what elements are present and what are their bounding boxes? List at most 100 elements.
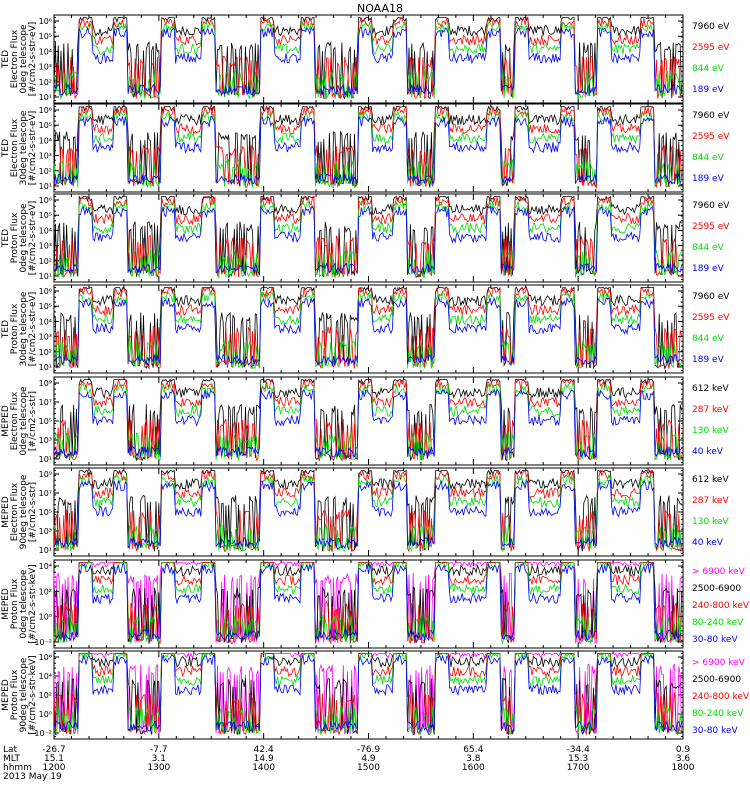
series-trace-4 <box>53 296 682 366</box>
series-trace-3 <box>53 110 682 189</box>
legend-entry: 189 eV <box>692 264 725 274</box>
panel-7: 10⁻² 10⁰ 10² 10⁴ MEPED Proton Flux 0deg telesc… <box>1 559 750 649</box>
footer-row-label: hhmm <box>3 763 32 773</box>
legend-entry: 2595 eV <box>692 43 730 53</box>
legend-entry: 2595 eV <box>692 313 730 323</box>
y-tick-label: 10¹ <box>39 546 52 555</box>
y-axis-label-line: [#/cm2-s-str-keV] <box>28 655 38 734</box>
y-axis-label-line: MEPED <box>1 496 11 528</box>
y-tick-label: 10¹ <box>39 272 52 281</box>
y-tick-label: 10² <box>39 78 52 87</box>
y-axis-label-line: Proton Flux <box>10 669 20 720</box>
footer-value: 15.3 <box>568 754 588 764</box>
y-tick-label: 10⁶ <box>39 287 52 296</box>
footer-value: 42.4 <box>254 745 274 755</box>
y-tick-label: 10⁵ <box>39 302 52 311</box>
legend-entry: 2500-6900 <box>692 675 741 685</box>
y-axis-label-line: [#/cm2-s-str-eV] <box>28 292 38 367</box>
panel-8: 10⁻² 10⁰ 10² 10⁴ 10⁶ MEPED Proton Flux 90deg te… <box>1 650 750 740</box>
y-tick-label: 10¹ <box>39 182 52 191</box>
chart-title: NOAA18 <box>357 2 403 15</box>
footer-value: 3.1 <box>152 754 166 764</box>
y-axis-label-line: [#/cm2-s-str-eV] <box>28 111 38 186</box>
y-tick-label: 10⁰ <box>39 710 52 719</box>
y-axis-label-line: 0deg telescope <box>19 569 29 639</box>
series-trace-3 <box>53 473 682 553</box>
legend-entry: > 6900 keV <box>692 658 746 668</box>
panel-4: 10¹ 10² 10³ 10⁴ 10⁵ 10⁶ TED Proton Flux 30deg te… <box>1 284 730 374</box>
series-trace-5 <box>53 562 682 642</box>
y-axis-label-line: 0deg telescope <box>19 24 29 94</box>
legend-entry: 189 eV <box>692 85 725 95</box>
y-tick-label: 10² <box>39 348 52 357</box>
y-tick-label: 10⁻² <box>34 638 52 647</box>
series-trace-4 <box>53 205 682 276</box>
y-tick-label: 10⁰ <box>39 613 52 622</box>
series-trace-4 <box>53 26 682 97</box>
legend-entry: 240-800 keV <box>692 692 750 702</box>
y-tick-label: 10³ <box>39 333 52 342</box>
legend-entry: 30-80 keV <box>692 726 738 736</box>
footer-value: 3.8 <box>466 754 481 764</box>
y-axis-label-line: TED <box>1 139 11 158</box>
legend-entry: 612 keV <box>692 475 729 485</box>
legend-entry: 189 eV <box>692 174 725 184</box>
y-tick-label: 10⁶ <box>39 17 52 26</box>
y-tick-label: 10² <box>39 257 52 266</box>
footer-row-label: MLT <box>3 754 21 764</box>
y-tick-label: 10³ <box>39 527 52 536</box>
y-tick-label: 10⁹ <box>39 470 52 479</box>
y-axis-label-line: MEPED <box>1 588 11 620</box>
y-tick-label: 10⁵ <box>39 211 52 220</box>
footer-value: 0.9 <box>676 745 691 755</box>
y-axis-label-line: 0deg telescope <box>19 386 29 456</box>
legend-entry: 844 eV <box>692 64 725 74</box>
legend-entry: 612 keV <box>692 384 729 394</box>
footer-value: -7.7 <box>150 745 168 755</box>
y-tick-label: 10⁷ <box>39 398 52 407</box>
legend-entry: 130 keV <box>692 517 729 527</box>
panel-3: 10¹ 10² 10³ 10⁴ 10⁵ 10⁶ TED Proton Flux 0deg tel… <box>1 193 730 283</box>
footer-value: -76.9 <box>357 745 381 755</box>
y-tick-label: 10¹ <box>39 363 52 372</box>
series-trace-4 <box>53 388 682 458</box>
y-axis-label-line: Electron Flux <box>10 391 20 450</box>
x-axis-footer: Lat -26.7 -7.7 42.4 -76.9 65.4 -34.4 0.9 MLT 15.1… <box>3 745 695 782</box>
y-tick-label: 10³ <box>39 63 52 72</box>
series-trace-4 <box>53 479 682 549</box>
panel-frame <box>53 103 684 193</box>
y-axis-label-line: [#/cm2-s-str] <box>28 391 38 451</box>
y-tick-label: 10⁴ <box>39 226 52 235</box>
series-trace-2 <box>53 105 682 189</box>
y-axis-label-line: 90deg telescope <box>19 657 29 732</box>
legend-entry: 80-240 keV <box>692 618 744 628</box>
y-tick-label: 10² <box>39 167 52 176</box>
series-trace-2 <box>53 469 682 553</box>
series-trace-3 <box>53 20 682 100</box>
y-tick-label: 10² <box>39 587 52 596</box>
legend-entry: 7960 eV <box>692 22 730 32</box>
legend-entry: 7960 eV <box>692 111 730 121</box>
legend-entry: 2595 eV <box>692 222 730 232</box>
panel-5: 10¹ 10³ 10⁵ 10⁷ 10⁹ MEPED Electron Flux 0deg te… <box>1 376 729 466</box>
y-axis-label-line: Electron Flux <box>10 482 20 541</box>
y-tick-label: 10³ <box>39 242 52 251</box>
series-trace-3 <box>53 291 682 370</box>
y-axis-label-line: TED <box>1 50 11 69</box>
y-axis-label-line: [#/cm2-s-str-keV] <box>28 564 38 643</box>
y-tick-label: 10⁴ <box>39 47 52 56</box>
y-tick-label: 10⁶ <box>39 106 52 115</box>
y-tick-label: 10⁴ <box>39 136 52 145</box>
y-axis-label-line: MEPED <box>1 679 11 711</box>
y-tick-label: 10⁶ <box>39 196 52 205</box>
y-tick-label: 10⁷ <box>39 489 52 498</box>
footer-value: 1400 <box>252 763 275 773</box>
y-tick-label: 10⁵ <box>39 32 52 41</box>
footer-row-label: Lat <box>3 745 18 755</box>
y-axis-label-line: TED <box>1 320 11 339</box>
series-trace-3 <box>53 653 682 736</box>
panel-6: 10¹ 10³ 10⁵ 10⁷ 10⁹ MEPED Electron Flux 90deg t… <box>1 467 729 557</box>
series-trace-5 <box>53 653 682 733</box>
footer-value: 14.9 <box>254 754 274 764</box>
